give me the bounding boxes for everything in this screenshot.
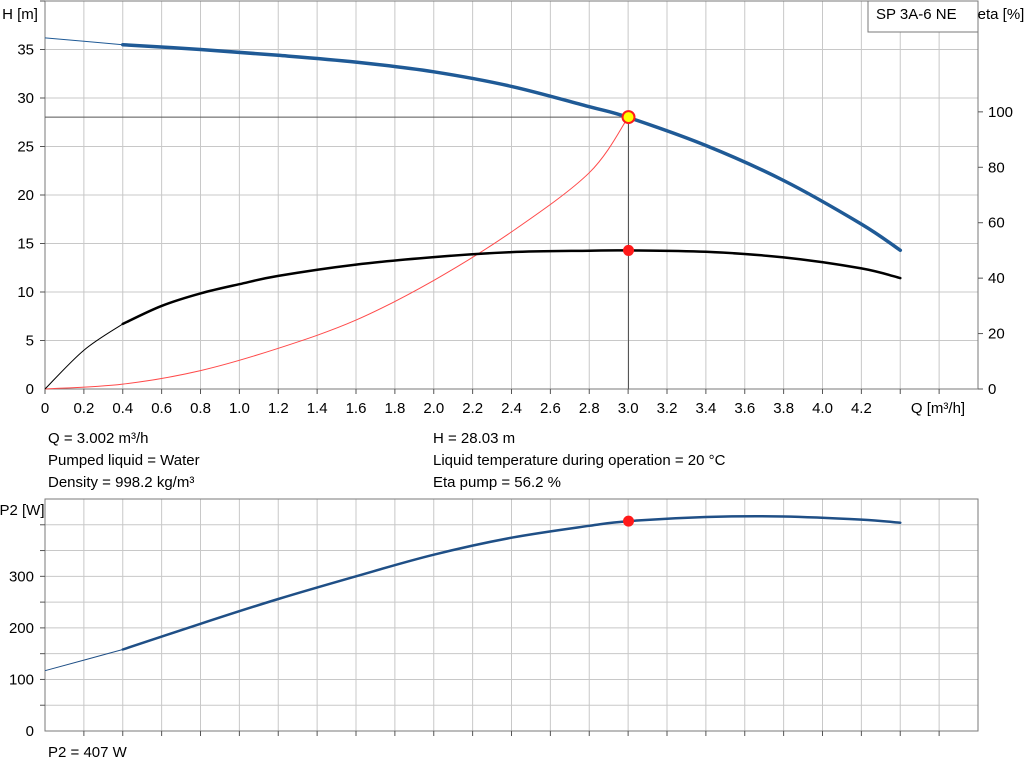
duty-point-eta — [623, 244, 635, 256]
p2-tick-label: 100 — [9, 671, 34, 688]
x-tick-label: 1.4 — [307, 400, 328, 417]
h-axis-label: H [m] — [2, 6, 38, 23]
power-grid — [45, 499, 978, 731]
info-flow: Q = 3.002 m³/h — [48, 430, 149, 447]
head-axis-ticks: 0 0.2 0.4 0.6 0.8 1.0 1.2 1.4 1.6 1.8 2.0 2.2 2.4 2.6… — [17, 0, 1013, 417]
eta-tick-label: 60 — [988, 215, 1005, 232]
system-curve — [44, 117, 629, 390]
head-curve-extrapolated — [44, 37, 123, 46]
h-tick-label: 0 — [26, 381, 34, 398]
info-density: Density = 998.2 kg/m³ — [48, 474, 195, 491]
x-tick-label: 2.4 — [501, 400, 522, 417]
h-tick-label: 35 — [17, 42, 34, 59]
x-tick-label: 0.4 — [112, 400, 133, 417]
h-tick-label: 5 — [26, 333, 34, 350]
eta-tick-label: 100 — [988, 104, 1013, 121]
x-tick-label: 2.0 — [423, 400, 444, 417]
p2-curve — [121, 515, 902, 651]
x-tick-label: 4.0 — [812, 400, 833, 417]
x-tick-label: 1.6 — [346, 400, 367, 417]
h-tick-label: 30 — [17, 90, 34, 107]
x-tick-label: 0.6 — [151, 400, 172, 417]
x-tick-label: 0.8 — [190, 400, 211, 417]
eta-curve-extrapolated — [44, 323, 124, 390]
h-tick-label: 15 — [17, 236, 34, 253]
x-tick-label: 2.2 — [462, 400, 483, 417]
x-tick-label: 1.8 — [384, 400, 405, 417]
x-tick-label: 3.4 — [695, 400, 716, 417]
x-tick-label: 2.8 — [579, 400, 600, 417]
eta-tick-label: 0 — [988, 381, 996, 398]
head-eta-grid — [45, 0, 978, 389]
x-tick-label: 1.0 — [229, 400, 250, 417]
p2-axis-label: P2 [W] — [0, 502, 45, 519]
eta-tick-label: 20 — [988, 326, 1005, 343]
x-tick-label: 0 — [41, 400, 49, 417]
h-tick-label: 20 — [17, 187, 34, 204]
x-tick-label: 1.2 — [268, 400, 289, 417]
p2-tick-label: 200 — [9, 620, 34, 637]
eta-tick-label: 80 — [988, 159, 1005, 176]
eta-tick-label: 40 — [988, 270, 1005, 287]
info-liquid: Pumped liquid = Water — [48, 452, 200, 469]
q-axis-label: Q [m³/h] — [911, 400, 965, 417]
curves — [44, 37, 903, 672]
info-power: P2 = 407 W — [48, 744, 127, 761]
info-eta: Eta pump = 56.2 % — [433, 474, 561, 491]
title-box — [867, 0, 979, 33]
x-tick-label: 3.0 — [618, 400, 639, 417]
p2-tick-label: 0 — [26, 723, 34, 740]
x-tick-label: 3.6 — [734, 400, 755, 417]
eta-curve — [121, 249, 902, 326]
info-head: H = 28.03 m — [433, 430, 516, 447]
power-axis-ticks: 0 100 200 300 — [9, 524, 940, 740]
x-tick-label: 4.2 — [851, 400, 872, 417]
x-tick-label: 3.8 — [773, 400, 794, 417]
info-temperature: Liquid temperature during operation = 20… — [433, 452, 726, 469]
chart-title: SP 3A-6 NE — [876, 6, 957, 23]
h-tick-label: 10 — [17, 284, 34, 301]
h-tick-label: 25 — [17, 139, 34, 156]
x-tick-label: 3.2 — [657, 400, 678, 417]
x-tick-label: 0.2 — [73, 400, 94, 417]
p2-tick-label: 300 — [9, 568, 34, 585]
duty-point-p2 — [623, 515, 635, 527]
duty-point-head — [621, 110, 636, 125]
p2-curve-extrapolated — [44, 649, 123, 672]
eta-axis-label: eta [%] — [978, 6, 1024, 23]
head-curve — [121, 42, 903, 253]
x-tick-label: 2.6 — [540, 400, 561, 417]
